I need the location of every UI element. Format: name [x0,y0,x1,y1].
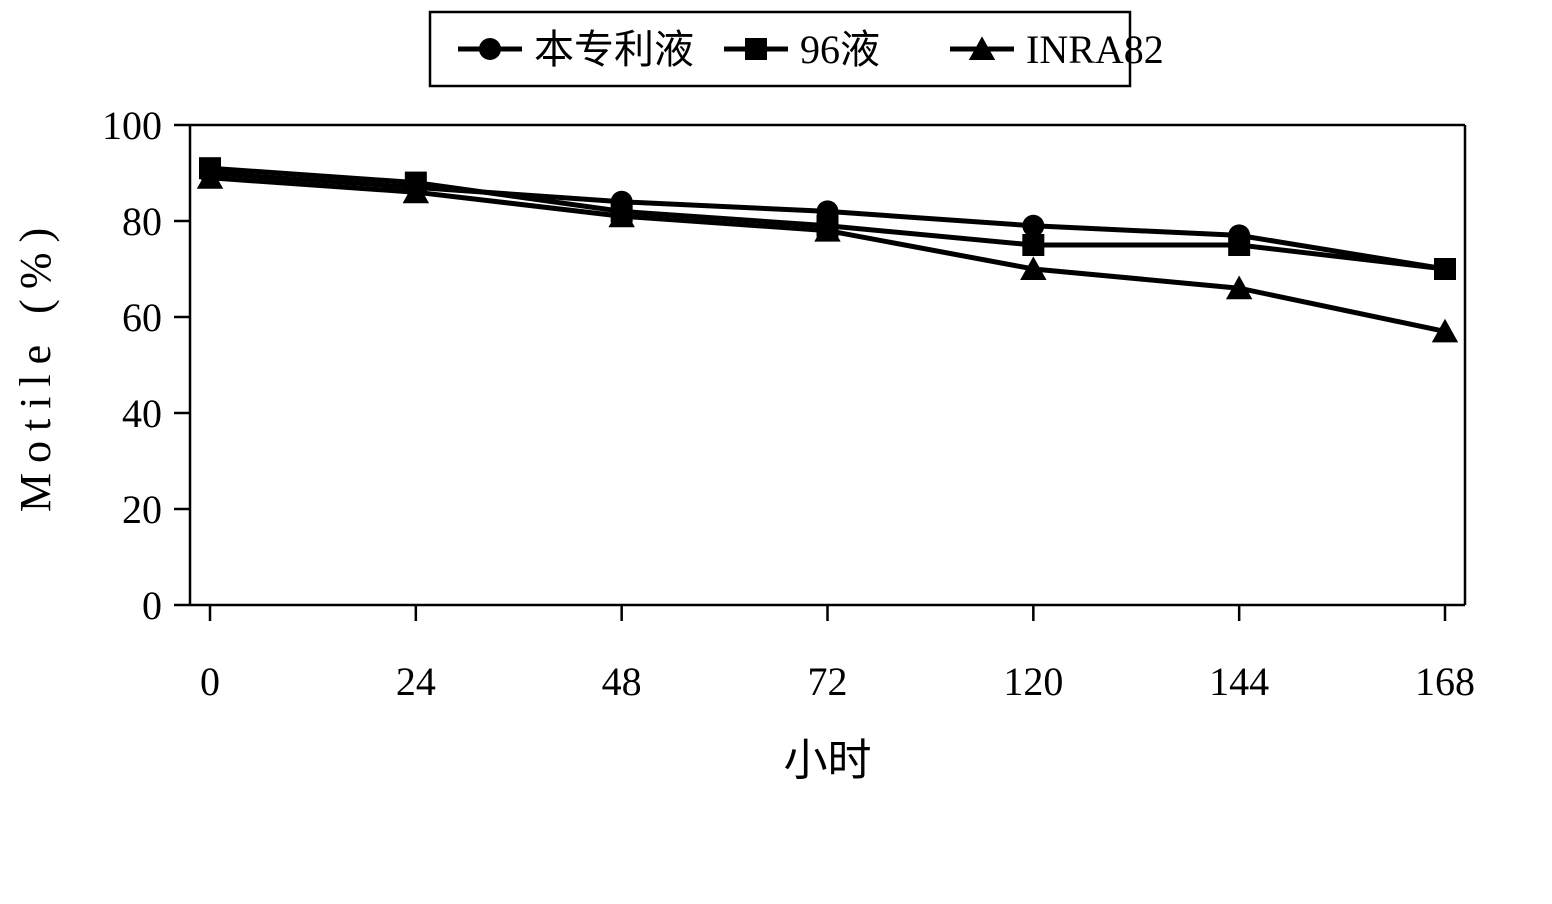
legend-label: 96液 [800,27,880,72]
y-tick-label: 40 [122,391,162,436]
y-tick-label: 20 [122,487,162,532]
x-tick-label: 120 [1003,659,1063,704]
x-tick-label: 0 [200,659,220,704]
chart-svg: 0 20 40 60 80 100 0 24 48 72 120 144 168 小时 Motile (%)… [0,0,1552,904]
marker-circle [1022,215,1044,237]
marker-square [1434,258,1456,280]
y-tick-label: 60 [122,295,162,340]
marker-square [745,38,767,60]
y-tick-label: 80 [122,199,162,244]
marker-square [1228,234,1250,256]
x-axis-title: 小时 [784,736,872,785]
y-tick-label: 100 [102,103,162,148]
x-tick-label: 24 [396,659,436,704]
x-tick-label: 48 [602,659,642,704]
line-chart: 0 20 40 60 80 100 0 24 48 72 120 144 168 小时 Motile (%)… [0,0,1552,904]
y-axis-title: Motile (%) [11,218,60,512]
x-tick-label: 144 [1209,659,1269,704]
marker-circle [479,38,501,60]
x-tick-label: 72 [808,659,848,704]
marker-square [1022,234,1044,256]
x-tick-label: 168 [1415,659,1475,704]
legend-label: 本专利液 [534,27,694,72]
legend-label: INRA82 [1026,27,1164,72]
y-tick-label: 0 [142,583,162,628]
